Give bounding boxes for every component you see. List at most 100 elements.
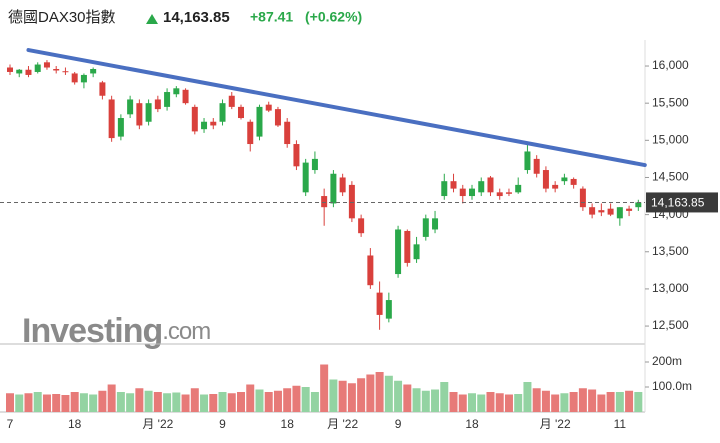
- volume-bar: [292, 385, 301, 412]
- candle-body: [154, 99, 161, 110]
- price: 14,163.85: [163, 9, 230, 26]
- candle-body: [524, 151, 531, 171]
- candle-body: [478, 181, 485, 193]
- candle-body: [99, 82, 106, 96]
- volume-bar: [320, 364, 329, 412]
- volume-tick-label: 200m: [652, 354, 682, 368]
- candle-body: [579, 188, 586, 208]
- candle-body: [173, 88, 180, 95]
- trendline: [26, 48, 647, 168]
- up-arrow: [146, 14, 158, 24]
- y-tick-label: 13,500: [652, 244, 689, 258]
- y-tick-label: 13,000: [652, 281, 689, 295]
- volume-bar: [6, 393, 14, 412]
- volume-bar: [107, 384, 116, 412]
- candle-body: [589, 207, 596, 215]
- candle-body: [533, 158, 540, 174]
- volume-bar: [79, 393, 88, 412]
- last-price-tag: [646, 192, 718, 213]
- candle-body: [238, 106, 244, 119]
- candle-body: [385, 300, 392, 319]
- y-tick-label: 15,500: [652, 95, 689, 109]
- volume-bar: [357, 378, 366, 412]
- volume-bar: [218, 392, 227, 412]
- candle-body: [570, 178, 577, 185]
- candle-body: [330, 173, 337, 204]
- volume-bar: [338, 380, 347, 412]
- watermark-suffix: .com: [162, 318, 210, 345]
- candle-body: [635, 202, 642, 208]
- volume-bar: [541, 390, 550, 412]
- candle-body: [441, 181, 448, 197]
- x-tick-label: 18: [465, 417, 479, 431]
- candle-body: [413, 244, 420, 260]
- volume-bar: [172, 392, 181, 412]
- candle-body: [469, 188, 475, 197]
- volume-bar: [514, 394, 523, 412]
- candle-body: [284, 121, 291, 145]
- last-price-label: 14,163.85: [651, 196, 705, 210]
- volume-bar: [89, 394, 98, 412]
- candle-body: [302, 162, 309, 193]
- volume-bar: [301, 387, 310, 412]
- candle-body: [358, 218, 365, 234]
- volume-bar: [523, 382, 532, 412]
- candle-body: [7, 67, 13, 72]
- candle-body: [487, 177, 494, 193]
- candle-body: [459, 188, 466, 197]
- change: +87.41: [250, 9, 293, 25]
- volume-bar: [70, 392, 79, 412]
- volume-bar: [310, 392, 319, 412]
- candle-body: [515, 184, 522, 193]
- candle-body: [16, 69, 23, 74]
- volume-bar: [634, 392, 643, 412]
- volume-bar: [144, 390, 153, 412]
- candle-body: [25, 69, 32, 75]
- volume-bar: [33, 392, 42, 412]
- candle-body: [182, 89, 189, 104]
- candle-body: [505, 192, 512, 194]
- candle-body: [53, 68, 60, 71]
- candle-body: [127, 99, 134, 115]
- candle-body: [422, 218, 429, 237]
- candle-body: [136, 103, 143, 126]
- volume-bar: [329, 379, 338, 412]
- volume-bar: [403, 384, 412, 412]
- volume-bar: [449, 392, 458, 412]
- volume-bar: [495, 393, 504, 412]
- volume-bar: [347, 383, 356, 412]
- candle-body: [34, 64, 41, 72]
- candle-body: [164, 92, 171, 107]
- candle-body: [145, 103, 152, 122]
- x-tick-label: 7: [7, 417, 14, 431]
- candle-body: [607, 208, 614, 215]
- candle-body: [108, 99, 115, 139]
- candle-body: [80, 74, 87, 83]
- volume-bar: [200, 394, 209, 412]
- volume-bar: [163, 393, 172, 412]
- y-tick-label: 14,500: [652, 170, 689, 184]
- candle-body: [432, 218, 439, 230]
- candle-body: [496, 192, 503, 197]
- candle-body: [256, 106, 263, 137]
- volume-bar: [246, 384, 255, 412]
- candle-body: [43, 62, 50, 68]
- candle-body: [552, 184, 559, 189]
- candle-body: [219, 103, 226, 122]
- volume-bar: [625, 390, 634, 412]
- x-tick-label: 9: [395, 417, 402, 431]
- candle-body: [62, 71, 69, 73]
- volume-bar: [551, 394, 560, 412]
- x-tick-label: 月 '22: [142, 417, 173, 431]
- volume-bar: [578, 388, 587, 412]
- volume-bar: [181, 394, 190, 412]
- volume-bar: [486, 392, 495, 412]
- volume-bar: [504, 394, 513, 412]
- volume-bar: [61, 395, 70, 412]
- title: 德國DAX30指數: [8, 8, 116, 26]
- volume-bar: [606, 392, 615, 412]
- change-pct: (+0.62%): [305, 9, 362, 25]
- candle-body: [339, 177, 346, 193]
- volume-tick-label: 100.0m: [652, 379, 692, 393]
